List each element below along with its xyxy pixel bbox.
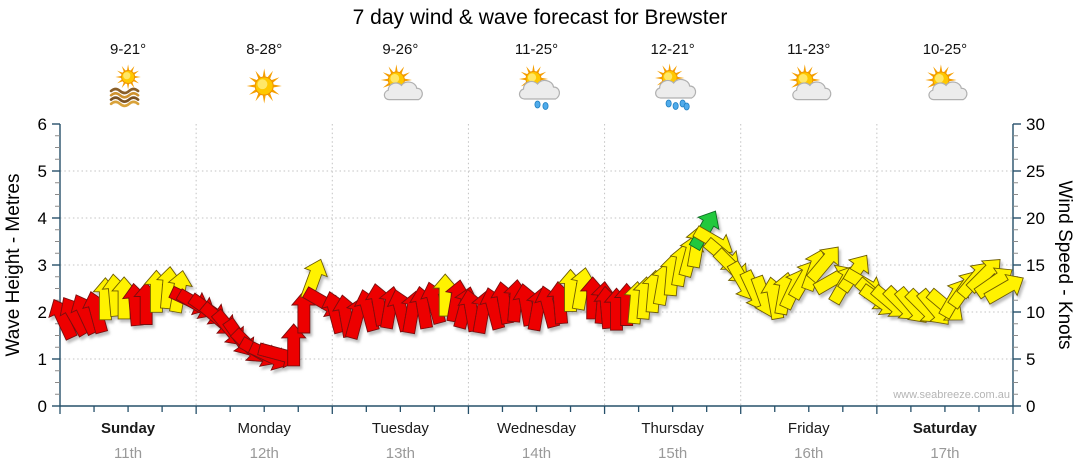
svg-text:30: 30 bbox=[1026, 115, 1045, 134]
day-labels-row: Sunday 11th Monday 12th Tuesday 13th Wednesday… bbox=[60, 416, 1013, 471]
day-name: Monday bbox=[237, 420, 291, 437]
day-date: 17th bbox=[930, 445, 960, 462]
watermark: www.seabreeze.com.au bbox=[893, 389, 1010, 401]
day-label: Wednesday 14th bbox=[468, 420, 604, 463]
wind-arrow bbox=[280, 323, 307, 367]
day-label: Thursday 15th bbox=[605, 420, 741, 463]
daily-temperature-row: 9-21° 8-28° 9-26° 11-25° 12-21° 11-23° 10-25° bbox=[60, 41, 1013, 71]
weather-icon-sunny bbox=[246, 68, 282, 104]
svg-text:0: 0 bbox=[1026, 397, 1035, 416]
svg-text:3: 3 bbox=[38, 256, 47, 275]
right-axis: 0 5 10 15 20 25 30 bbox=[1013, 115, 1045, 416]
day-temp-label: 9-21° bbox=[110, 41, 147, 58]
day-date: 13th bbox=[385, 445, 415, 462]
svg-text:2: 2 bbox=[38, 303, 47, 322]
svg-text:1: 1 bbox=[38, 350, 47, 369]
day-label: Friday 16th bbox=[741, 420, 877, 463]
weather-icon-sun-cloud-rain-4 bbox=[655, 63, 697, 111]
day-label: Monday 12th bbox=[196, 420, 332, 463]
svg-text:20: 20 bbox=[1026, 209, 1045, 228]
weather-icon-sun-cloud bbox=[925, 64, 968, 101]
day-temp-label: 11-23° bbox=[787, 41, 831, 58]
day-temp-label: 9-26° bbox=[382, 41, 419, 58]
bottom-axis-ticks bbox=[59, 406, 1014, 414]
weather-icon-sun-cloud-rain-2 bbox=[518, 64, 560, 110]
svg-text:25: 25 bbox=[1026, 162, 1045, 181]
left-axis-title: Wave Height - Metres bbox=[3, 173, 24, 357]
left-axis: 0 1 2 3 4 5 6 bbox=[38, 115, 60, 416]
day-name: Wednesday bbox=[497, 420, 576, 437]
svg-text:6: 6 bbox=[38, 115, 47, 134]
weather-icon-sun-cloud bbox=[380, 64, 423, 101]
day-date: 15th bbox=[658, 445, 688, 462]
weather-icon-sun-water bbox=[109, 64, 141, 108]
day-name: Saturday bbox=[912, 420, 978, 437]
day-name: Friday bbox=[787, 420, 830, 437]
svg-text:0: 0 bbox=[38, 397, 47, 416]
wind-arrows bbox=[48, 210, 1024, 371]
page-title: 7 day wind & wave forecast for Brewster bbox=[352, 6, 728, 29]
svg-text:5: 5 bbox=[1026, 350, 1035, 369]
day-temp-label: 10-25° bbox=[922, 41, 968, 58]
day-label: Tuesday 13th bbox=[332, 420, 468, 463]
weather-icon-sun-cloud bbox=[789, 64, 832, 101]
gridlines bbox=[60, 124, 1013, 406]
day-name: Tuesday bbox=[371, 420, 429, 437]
svg-text:15: 15 bbox=[1026, 256, 1045, 275]
day-name: Sunday bbox=[100, 420, 156, 437]
right-axis-title: Wind Speed - Knots bbox=[1054, 180, 1075, 350]
day-date: 14th bbox=[521, 445, 552, 462]
svg-text:10: 10 bbox=[1026, 303, 1045, 322]
day-temp-label: 11-25° bbox=[514, 41, 559, 58]
svg-text:5: 5 bbox=[38, 162, 47, 181]
day-label: Saturday 17th bbox=[877, 420, 1013, 463]
day-name: Thursday bbox=[641, 420, 704, 437]
day-temp-label: 8-28° bbox=[246, 41, 283, 58]
day-date: 16th bbox=[794, 445, 824, 462]
day-date: 11th bbox=[114, 445, 143, 462]
day-date: 12th bbox=[249, 445, 279, 462]
day-temp-label: 12-21° bbox=[650, 41, 695, 58]
wind-arrow bbox=[805, 246, 839, 284]
day-label: Sunday 11th bbox=[60, 420, 196, 463]
svg-text:4: 4 bbox=[38, 209, 47, 228]
wind-arrow bbox=[983, 273, 1024, 305]
